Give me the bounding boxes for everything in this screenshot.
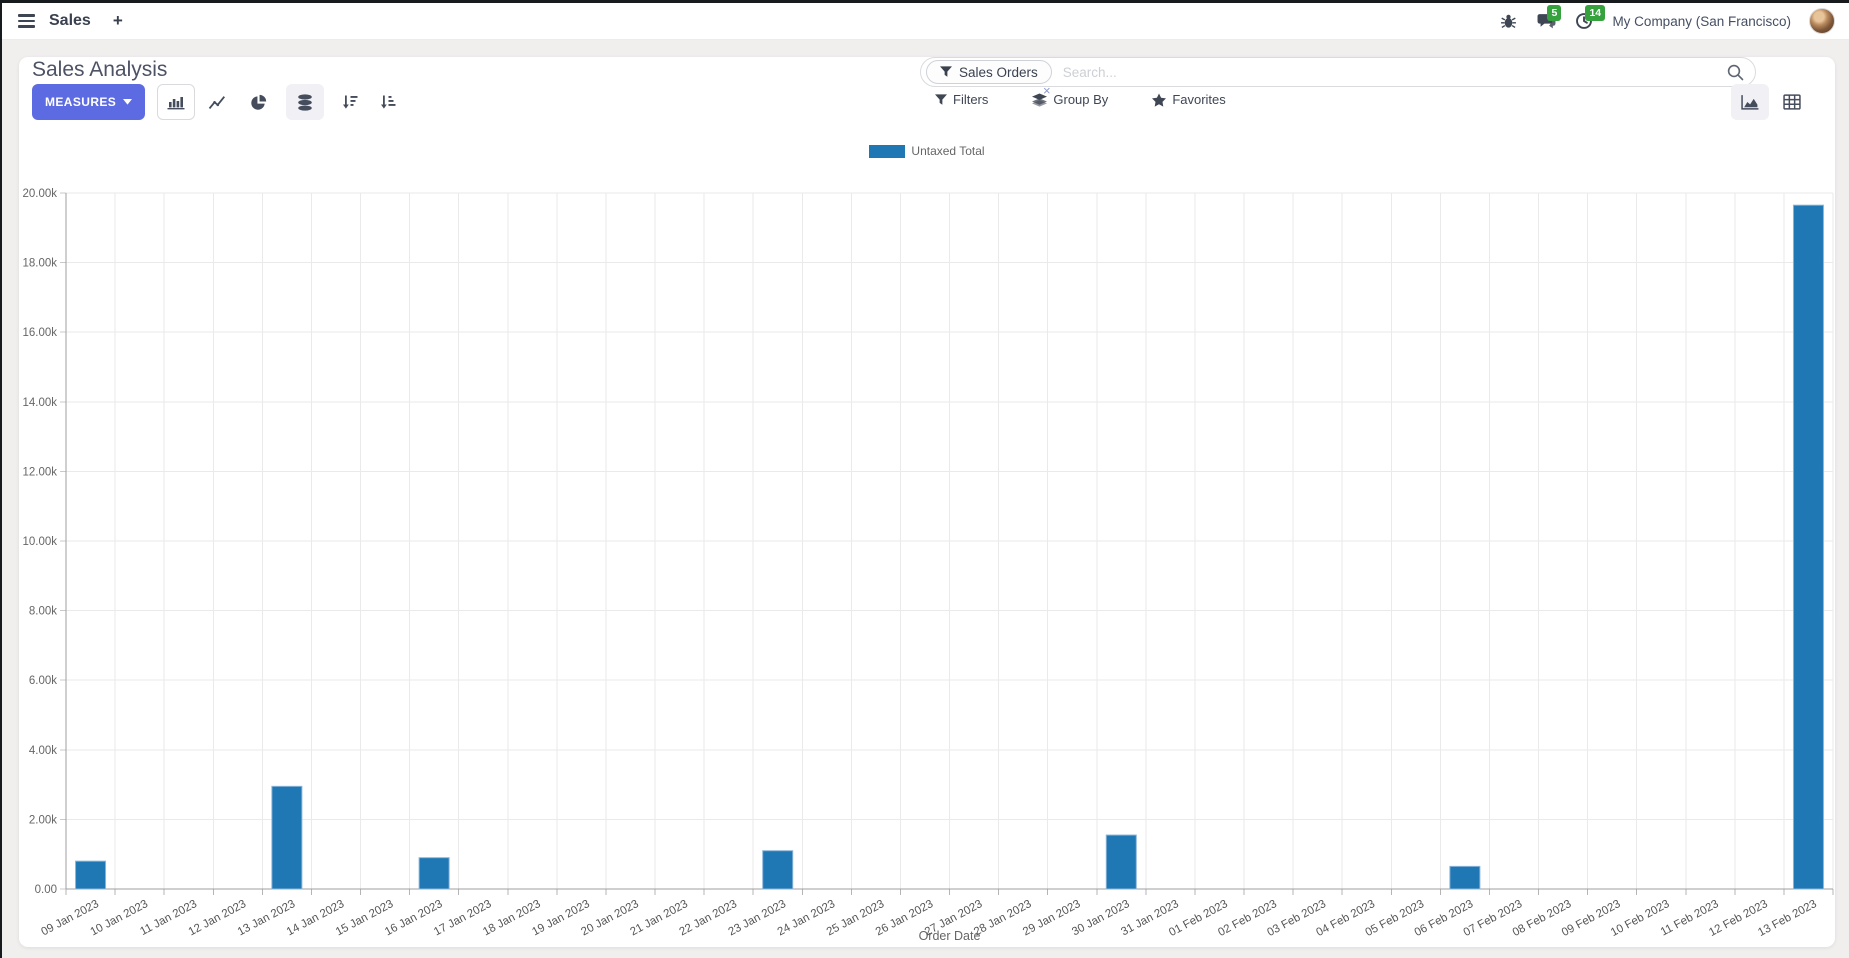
new-tab-button[interactable]: + xyxy=(112,11,123,30)
svg-text:6.00k: 6.00k xyxy=(29,675,57,687)
bar-09-Jan-2023[interactable] xyxy=(75,860,107,890)
chart-type-pie-button[interactable] xyxy=(239,84,277,120)
user-avatar[interactable] xyxy=(1809,8,1835,34)
sort-asc-icon xyxy=(381,95,396,109)
search-placeholder: Search... xyxy=(1062,64,1117,80)
measures-label: MEASURES xyxy=(45,95,117,109)
facet-remove-icon[interactable]: × xyxy=(1043,83,1051,98)
legend-label: Untaxed Total xyxy=(911,144,985,158)
chevron-down-icon xyxy=(123,99,133,105)
area-chart-icon xyxy=(1741,95,1759,110)
sort-desc-icon xyxy=(343,95,358,109)
svg-text:4.00k: 4.00k xyxy=(29,745,57,757)
bar-23-Jan-2023[interactable] xyxy=(762,850,794,890)
svg-text:14.00k: 14.00k xyxy=(22,397,57,409)
legend-swatch xyxy=(869,144,906,158)
app-name-sales[interactable]: Sales xyxy=(49,12,91,29)
company-switcher[interactable]: My Company (San Francisco) xyxy=(1612,13,1791,29)
chart-type-bar-button[interactable] xyxy=(157,84,196,120)
stacked-database-icon xyxy=(298,93,313,111)
svg-text:12.00k: 12.00k xyxy=(22,466,57,478)
page-title: Sales Analysis xyxy=(32,58,168,81)
x-axis-title: Order Date xyxy=(919,929,981,943)
messages-count-badge: 5 xyxy=(1547,5,1562,21)
pie-chart-icon xyxy=(251,94,266,110)
activities-count-badge: 14 xyxy=(1585,5,1606,21)
chart-legend[interactable]: Untaxed Total xyxy=(19,144,1835,158)
chart-type-line-button[interactable] xyxy=(198,84,236,120)
svg-text:8.00k: 8.00k xyxy=(29,606,57,618)
svg-text:20.00k: 20.00k xyxy=(22,188,57,200)
view-switch-graph-button[interactable] xyxy=(1731,84,1769,120)
svg-text:18.00k: 18.00k xyxy=(22,258,57,270)
measures-button[interactable]: MEASURES xyxy=(32,84,146,120)
stacked-toggle-button[interactable] xyxy=(286,84,325,120)
graph-renderer: Untaxed Total 0.00 2.00k 4.00k 6.00k 8.00k 10… xyxy=(19,140,1835,943)
top-navbar: Sales + 5 xyxy=(2,3,1849,40)
filter-funnel-icon xyxy=(935,93,947,105)
bar-13-Jan-2023[interactable] xyxy=(271,785,303,890)
apps-menu-icon[interactable] xyxy=(18,14,35,28)
activities-clock-icon[interactable]: 14 xyxy=(1574,5,1606,31)
svg-text:2.00k: 2.00k xyxy=(29,814,57,826)
bar-13-Feb-2023[interactable] xyxy=(1792,204,1824,890)
view-switch-pivot-button[interactable] xyxy=(1773,84,1811,120)
favorites-label: Favorites xyxy=(1172,92,1226,107)
bar-16-Jan-2023[interactable] xyxy=(418,857,450,890)
filter-funnel-icon xyxy=(940,66,952,77)
search-icon[interactable] xyxy=(1727,64,1744,81)
sort-descending-button[interactable] xyxy=(331,84,369,120)
sales-analysis-bar-chart: 0.00 2.00k 4.00k 6.00k 8.00k 10.00k 12.00k 14.0… xyxy=(22,188,1834,943)
debug-bug-icon[interactable] xyxy=(1498,11,1518,31)
svg-text:10.00k: 10.00k xyxy=(22,536,57,548)
search-facet-sales-orders[interactable]: Sales Orders xyxy=(926,60,1052,84)
pivot-table-icon xyxy=(1783,94,1801,110)
line-chart-icon xyxy=(209,95,226,109)
filters-label: Filters xyxy=(953,92,989,107)
facet-label: Sales Orders xyxy=(959,64,1038,80)
star-icon xyxy=(1152,92,1167,107)
bar-06-Feb-2023[interactable] xyxy=(1449,865,1481,890)
group-by-label: Group By xyxy=(1053,92,1109,107)
search-input[interactable]: Sales Orders Search... xyxy=(920,57,1756,87)
view-card: Sales Analysis Sales Orders Search... × xyxy=(19,57,1835,947)
messages-icon[interactable]: 5 xyxy=(1536,5,1562,31)
layers-icon xyxy=(1032,92,1048,107)
filters-dropdown[interactable]: Filters xyxy=(935,92,988,107)
svg-text:16.00k: 16.00k xyxy=(22,327,57,339)
sort-ascending-button[interactable] xyxy=(369,84,407,120)
svg-text:0.00: 0.00 xyxy=(35,884,57,896)
bar-chart-icon xyxy=(167,97,185,110)
group-by-dropdown[interactable]: Group By xyxy=(1032,92,1108,107)
bar-30-Jan-2023[interactable] xyxy=(1105,834,1137,890)
control-panel-buttons: MEASURES xyxy=(19,84,1835,122)
favorites-dropdown[interactable]: Favorites xyxy=(1152,92,1226,107)
